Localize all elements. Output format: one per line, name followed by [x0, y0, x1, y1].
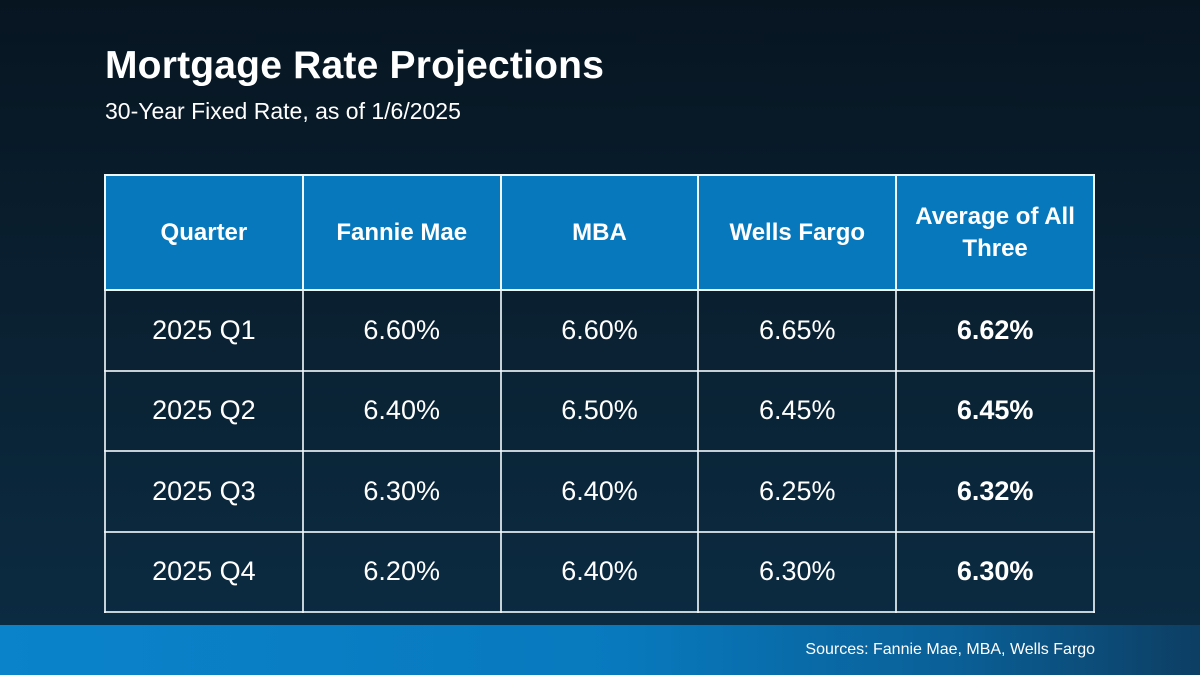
table-cell: 2025 Q3 — [104, 450, 304, 533]
table-cell: 6.65% — [697, 289, 898, 372]
table-cell: 2025 Q2 — [104, 369, 304, 452]
column-header: Fannie Mae — [301, 174, 502, 291]
table-cell: 6.40% — [499, 450, 700, 533]
page-title: Mortgage Rate Projections — [105, 44, 605, 87]
table-header: Quarter Fannie Mae MBA Wells Fargo Average o… — [104, 174, 1095, 291]
table-row: 2025 Q1 6.60% 6.60% 6.65% 6.62% — [104, 289, 1095, 372]
table-cell: 6.25% — [697, 450, 898, 533]
table-row: 2025 Q2 6.40% 6.50% 6.45% 6.45% — [104, 369, 1095, 452]
table-cell: 6.45% — [697, 369, 898, 452]
table-cell: 6.40% — [499, 530, 700, 613]
table-cell: 6.62% — [895, 289, 1095, 372]
column-header: MBA — [499, 174, 700, 291]
table-row: 2025 Q3 6.30% 6.40% 6.25% 6.32% — [104, 450, 1095, 533]
mortgage-rate-projections-table: Quarter Fannie Mae MBA Wells Fargo Average o… — [104, 174, 1095, 613]
column-header: Average of All Three — [895, 174, 1095, 291]
table-cell: 6.20% — [301, 530, 502, 613]
sources-text: Sources: Fannie Mae, MBA, Wells Fargo — [805, 641, 1095, 658]
footer-bar: Sources: Fannie Mae, MBA, Wells Fargo — [0, 625, 1200, 675]
table-cell: 6.30% — [895, 530, 1095, 613]
column-header: Quarter — [104, 174, 304, 291]
table-cell: 6.50% — [499, 369, 700, 452]
table-row: 2025 Q4 6.20% 6.40% 6.30% 6.30% — [104, 530, 1095, 613]
table-cell: 6.45% — [895, 369, 1095, 452]
table-cell: 2025 Q1 — [104, 289, 304, 372]
column-header: Wells Fargo — [697, 174, 898, 291]
table-cell: 6.32% — [895, 450, 1095, 533]
table-cell: 6.40% — [301, 369, 502, 452]
table-cell: 6.60% — [499, 289, 700, 372]
table-cell: 6.60% — [301, 289, 502, 372]
table-cell: 2025 Q4 — [104, 530, 304, 613]
table-header-row: Quarter Fannie Mae MBA Wells Fargo Average o… — [104, 174, 1095, 291]
page-subtitle: 30-Year Fixed Rate, as of 1/6/2025 — [105, 98, 461, 124]
table-cell: 6.30% — [301, 450, 502, 533]
table-body: 2025 Q1 6.60% 6.60% 6.65% 6.62% 2025 Q2 6.40% 6… — [104, 289, 1095, 613]
table-cell: 6.30% — [697, 530, 898, 613]
